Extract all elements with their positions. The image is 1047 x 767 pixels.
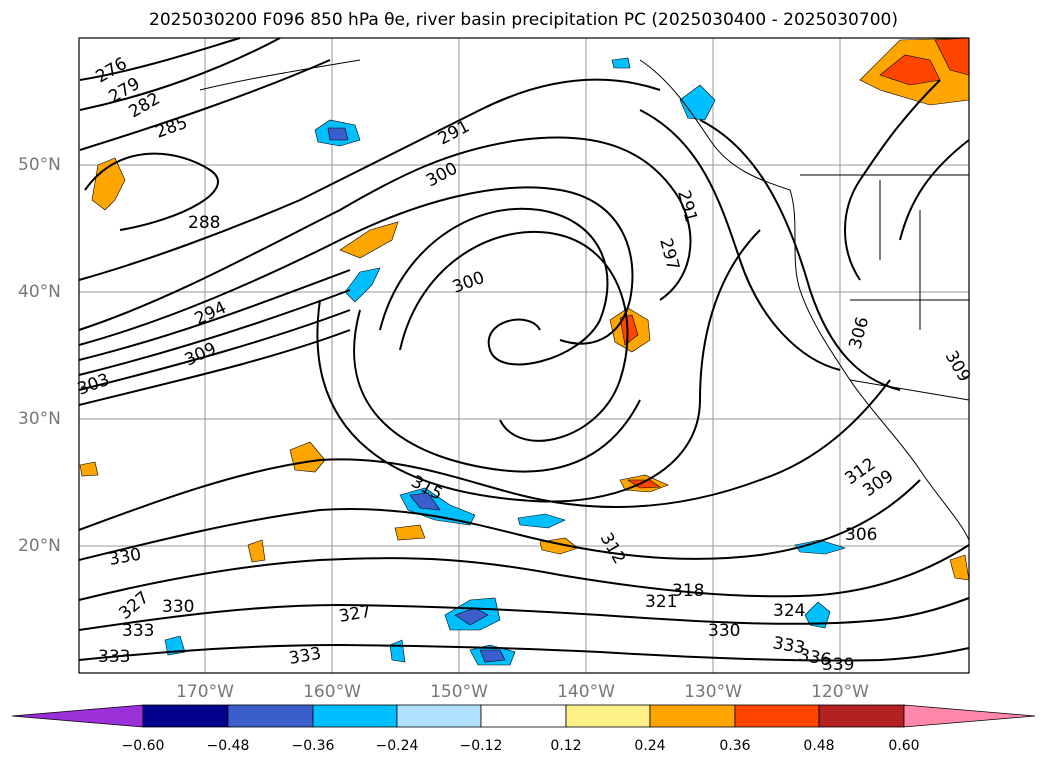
contour-label: 330 xyxy=(708,621,740,641)
colorbar-tick-label: −0.12 xyxy=(459,738,503,754)
contour-label: 333 xyxy=(98,647,130,667)
contour-label: 288 xyxy=(188,213,220,233)
lon-label: 140°W xyxy=(557,682,615,702)
theta-e-contours xyxy=(78,37,970,662)
colorbar-tick-label: 0.48 xyxy=(803,738,835,754)
colorbar xyxy=(11,704,1036,728)
colorbar-tick-label: −0.24 xyxy=(375,738,419,754)
lat-label: 30°N xyxy=(18,409,61,429)
contour-label: 330 xyxy=(162,597,194,617)
lat-label: 50°N xyxy=(18,155,61,175)
lat-label: 40°N xyxy=(18,282,61,302)
colorbar-tick-label: 0.24 xyxy=(634,738,666,754)
lon-label: 170°W xyxy=(176,682,234,702)
lon-label: 120°W xyxy=(811,682,869,702)
graticule xyxy=(79,38,969,673)
lon-label: 130°W xyxy=(684,682,742,702)
contour-label: 318 xyxy=(672,581,704,601)
map-title: 2025030200 F096 850 hPa θe, river basin … xyxy=(149,10,898,30)
colorbar-tick-label: −0.60 xyxy=(121,738,165,754)
colorbar-tick-label: −0.48 xyxy=(206,738,250,754)
colorbar-tick-label: 0.60 xyxy=(888,738,920,754)
precip-shading xyxy=(79,37,970,666)
coastlines xyxy=(199,59,970,541)
colorbar-tick-label: 0.36 xyxy=(719,738,751,754)
contour-label: 306 xyxy=(845,525,877,545)
colorbar-tick-label: −0.36 xyxy=(291,738,335,754)
colorbar-extend-low xyxy=(11,704,144,728)
colorbar-tick-label: 0.12 xyxy=(550,738,582,754)
colorbar-extend-high xyxy=(903,704,1036,728)
contour-label: 333 xyxy=(122,621,154,641)
contour-label: 321 xyxy=(645,592,677,612)
lon-label: 160°W xyxy=(303,682,361,702)
contour-label: 339 xyxy=(822,655,854,675)
lon-label: 150°W xyxy=(430,682,488,702)
contour-label: 324 xyxy=(773,601,805,621)
lat-label: 20°N xyxy=(18,536,61,556)
